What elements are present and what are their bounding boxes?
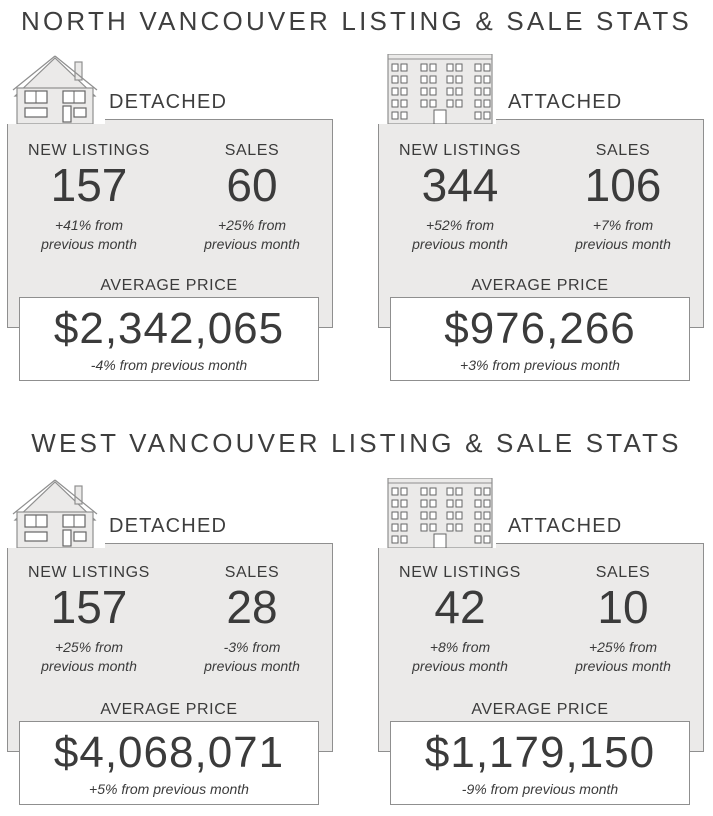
house-icon xyxy=(5,54,105,124)
change-line-2: previous month xyxy=(412,236,508,252)
change-line-2: previous month xyxy=(575,658,671,674)
new-listings-value: 157 xyxy=(50,581,128,633)
sales-stat: SALES 10 +25% from previous month xyxy=(548,564,698,676)
card-panel xyxy=(7,543,333,752)
average-price-value: $2,342,065 xyxy=(53,304,285,353)
sales-stat: SALES 106 +7% from previous month xyxy=(548,142,698,254)
average-price-value: $1,179,150 xyxy=(424,728,656,777)
average-price-value: $4,068,071 xyxy=(53,728,285,777)
sales-stat: SALES 60 +25% from previous month xyxy=(177,142,327,254)
change-line-2: previous month xyxy=(412,658,508,674)
change-line-2: previous month xyxy=(575,236,671,252)
apartment-building-icon xyxy=(376,478,496,548)
attached-label: ATTACHED xyxy=(508,515,623,537)
change-line-2: previous month xyxy=(204,658,300,674)
new-listings-label: NEW LISTINGS xyxy=(399,564,521,581)
new-listings-change: +25% from previous month xyxy=(14,638,164,676)
average-price-label: AVERAGE PRICE xyxy=(100,277,238,294)
north-section-title: NORTH VANCOUVER LISTING & SALE STATS xyxy=(21,6,692,36)
sales-stat: SALES 28 -3% from previous month xyxy=(177,564,327,676)
new-listings-value: 157 xyxy=(50,159,128,211)
sales-label: SALES xyxy=(595,142,651,159)
new-listings-stat: NEW LISTINGS 157 +41% from previous mont… xyxy=(14,142,164,254)
average-price-change: +5% from previous month xyxy=(89,781,249,797)
change-line-1: +25% from xyxy=(217,217,287,233)
new-listings-change: +52% from previous month xyxy=(385,216,535,254)
new-listings-stat: NEW LISTINGS 42 +8% from previous month xyxy=(385,564,535,676)
new-listings-stat: NEW LISTINGS 157 +25% from previous mont… xyxy=(14,564,164,676)
apartment-building-icon xyxy=(376,54,496,124)
new-listings-change: +41% from previous month xyxy=(14,216,164,254)
average-price-change: -9% from previous month xyxy=(461,781,619,797)
sales-value: 10 xyxy=(597,581,649,633)
sales-value: 60 xyxy=(226,159,278,211)
average-price-box: $2,342,065 -4% from previous month xyxy=(19,297,319,381)
house-icon xyxy=(5,478,105,548)
sales-change: +25% from previous month xyxy=(177,216,327,254)
north-detached-card: DETACHED NEW LISTINGS 157 +41% from prev… xyxy=(5,54,335,381)
change-line-2: previous month xyxy=(204,236,300,252)
change-line-1: +7% from xyxy=(592,217,654,233)
change-line-2: previous month xyxy=(41,236,137,252)
new-listings-value: 344 xyxy=(421,159,499,211)
card-panel xyxy=(7,119,333,328)
change-line-1: +25% from xyxy=(588,639,658,655)
average-price-change: +3% from previous month xyxy=(460,357,620,373)
attached-label: ATTACHED xyxy=(508,91,623,113)
change-line-1: -3% from xyxy=(223,639,281,655)
average-price-label: AVERAGE PRICE xyxy=(100,701,238,718)
sales-label: SALES xyxy=(595,564,651,581)
sales-label: SALES xyxy=(224,564,280,581)
new-listings-label: NEW LISTINGS xyxy=(28,142,150,159)
sales-label: SALES xyxy=(224,142,280,159)
sales-value: 106 xyxy=(584,159,662,211)
average-price-box: $976,266 +3% from previous month xyxy=(390,297,690,381)
new-listings-label: NEW LISTINGS xyxy=(28,564,150,581)
sales-change: +7% from previous month xyxy=(548,216,698,254)
change-line-1: +8% from xyxy=(429,639,491,655)
average-price-box: $4,068,071 +5% from previous month xyxy=(19,721,319,805)
average-price-label: AVERAGE PRICE xyxy=(471,277,609,294)
average-price-value: $976,266 xyxy=(444,304,636,353)
detached-label: DETACHED xyxy=(109,515,228,537)
west-section-title: WEST VANCOUVER LISTING & SALE STATS xyxy=(31,428,682,458)
sales-change: -3% from previous month xyxy=(177,638,327,676)
average-price-label: AVERAGE PRICE xyxy=(471,701,609,718)
west-attached-card: ATTACHED NEW LISTINGS 42 +8% from previo… xyxy=(376,478,706,805)
sales-value: 28 xyxy=(226,581,278,633)
average-price-box: $1,179,150 -9% from previous month xyxy=(390,721,690,805)
new-listings-change: +8% from previous month xyxy=(385,638,535,676)
change-line-1: +25% from xyxy=(54,639,124,655)
detached-label: DETACHED xyxy=(109,91,228,113)
card-panel xyxy=(378,543,704,752)
change-line-1: +41% from xyxy=(54,217,124,233)
west-detached-card: DETACHED NEW LISTINGS 157 +25% from prev… xyxy=(5,478,335,805)
north-attached-card: ATTACHED NEW LISTINGS 344 +52% from prev… xyxy=(376,54,706,381)
change-line-1: +52% from xyxy=(425,217,495,233)
new-listings-label: NEW LISTINGS xyxy=(399,142,521,159)
sales-change: +25% from previous month xyxy=(548,638,698,676)
average-price-change: -4% from previous month xyxy=(90,357,248,373)
new-listings-stat: NEW LISTINGS 344 +52% from previous mont… xyxy=(385,142,535,254)
change-line-2: previous month xyxy=(41,658,137,674)
new-listings-value: 42 xyxy=(434,581,486,633)
